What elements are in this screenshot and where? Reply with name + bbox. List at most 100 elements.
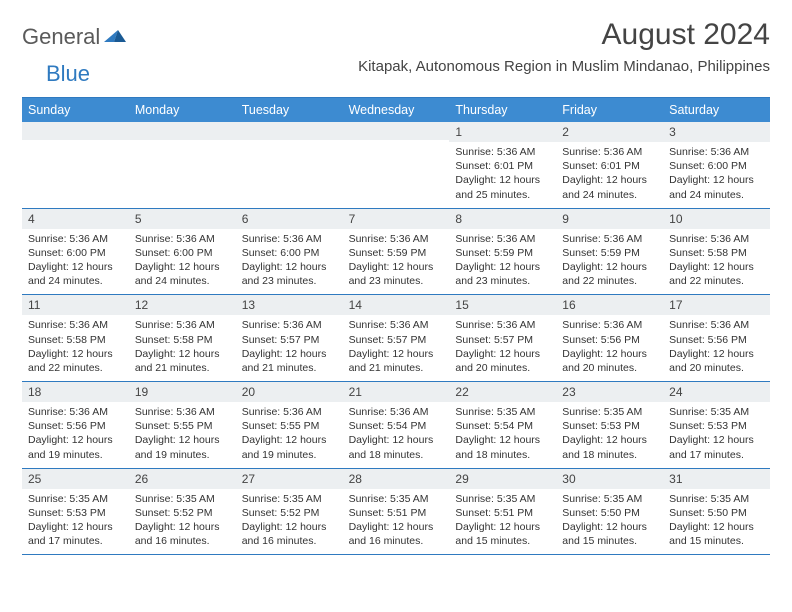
info-daylight2: and 23 minutes. — [242, 274, 337, 288]
day-cell: 24Sunrise: 5:35 AMSunset: 5:53 PMDayligh… — [663, 382, 770, 468]
info-daylight1: Daylight: 12 hours — [135, 433, 230, 447]
day-cell: 16Sunrise: 5:36 AMSunset: 5:56 PMDayligh… — [556, 295, 663, 381]
date-number: 28 — [343, 469, 450, 489]
info-sunrise: Sunrise: 5:36 AM — [455, 145, 550, 159]
info-sunset: Sunset: 5:57 PM — [349, 333, 444, 347]
info-daylight2: and 23 minutes. — [349, 274, 444, 288]
day-cell — [22, 122, 129, 208]
info-daylight1: Daylight: 12 hours — [242, 433, 337, 447]
day-info: Sunrise: 5:35 AMSunset: 5:52 PMDaylight:… — [236, 489, 343, 555]
info-sunrise: Sunrise: 5:36 AM — [455, 232, 550, 246]
date-number — [129, 122, 236, 140]
info-daylight2: and 21 minutes. — [242, 361, 337, 375]
day-info: Sunrise: 5:36 AMSunset: 6:00 PMDaylight:… — [129, 229, 236, 295]
info-daylight2: and 21 minutes. — [135, 361, 230, 375]
day-cell: 26Sunrise: 5:35 AMSunset: 5:52 PMDayligh… — [129, 469, 236, 555]
info-daylight1: Daylight: 12 hours — [562, 347, 657, 361]
info-daylight1: Daylight: 12 hours — [455, 260, 550, 274]
info-sunset: Sunset: 5:56 PM — [669, 333, 764, 347]
info-sunrise: Sunrise: 5:36 AM — [135, 405, 230, 419]
day-cell: 30Sunrise: 5:35 AMSunset: 5:50 PMDayligh… — [556, 469, 663, 555]
day-cell: 29Sunrise: 5:35 AMSunset: 5:51 PMDayligh… — [449, 469, 556, 555]
day-cell: 5Sunrise: 5:36 AMSunset: 6:00 PMDaylight… — [129, 209, 236, 295]
info-sunrise: Sunrise: 5:36 AM — [242, 318, 337, 332]
info-daylight2: and 21 minutes. — [349, 361, 444, 375]
date-number: 30 — [556, 469, 663, 489]
day-info — [343, 140, 450, 198]
info-daylight2: and 22 minutes. — [28, 361, 123, 375]
info-sunrise: Sunrise: 5:36 AM — [455, 318, 550, 332]
date-number: 16 — [556, 295, 663, 315]
info-daylight1: Daylight: 12 hours — [455, 347, 550, 361]
info-sunrise: Sunrise: 5:35 AM — [28, 492, 123, 506]
week-row: 4Sunrise: 5:36 AMSunset: 6:00 PMDaylight… — [22, 209, 770, 296]
info-sunset: Sunset: 5:52 PM — [135, 506, 230, 520]
date-number: 14 — [343, 295, 450, 315]
day-header-sunday: Sunday — [22, 98, 129, 122]
week-row: 1Sunrise: 5:36 AMSunset: 6:01 PMDaylight… — [22, 122, 770, 209]
day-header-monday: Monday — [129, 98, 236, 122]
date-number: 11 — [22, 295, 129, 315]
day-cell: 8Sunrise: 5:36 AMSunset: 5:59 PMDaylight… — [449, 209, 556, 295]
info-daylight1: Daylight: 12 hours — [455, 520, 550, 534]
day-cell — [343, 122, 450, 208]
day-cell: 25Sunrise: 5:35 AMSunset: 5:53 PMDayligh… — [22, 469, 129, 555]
day-info: Sunrise: 5:36 AMSunset: 5:58 PMDaylight:… — [22, 315, 129, 381]
day-info: Sunrise: 5:36 AMSunset: 6:00 PMDaylight:… — [236, 229, 343, 295]
info-sunrise: Sunrise: 5:35 AM — [455, 405, 550, 419]
day-header-friday: Friday — [556, 98, 663, 122]
info-daylight2: and 23 minutes. — [455, 274, 550, 288]
info-daylight2: and 15 minutes. — [562, 534, 657, 548]
day-cell: 9Sunrise: 5:36 AMSunset: 5:59 PMDaylight… — [556, 209, 663, 295]
date-number: 26 — [129, 469, 236, 489]
day-cell: 19 Sunrise: 5:36 AMSunset: 5:55 PMDayligh… — [129, 382, 236, 468]
week-row: 18Sunrise: 5:36 AMSunset: 5:56 PMDayligh… — [22, 382, 770, 469]
date-number: 5 — [129, 209, 236, 229]
month-title: August 2024 — [358, 18, 770, 52]
info-daylight1: Daylight: 12 hours — [349, 520, 444, 534]
date-number: 22 — [449, 382, 556, 402]
date-number: 17 — [663, 295, 770, 315]
info-daylight2: and 20 minutes. — [669, 361, 764, 375]
date-number: 19 — [129, 382, 236, 402]
date-number: 7 — [343, 209, 450, 229]
info-sunset: Sunset: 6:01 PM — [455, 159, 550, 173]
day-info: Sunrise: 5:36 AMSunset: 5:59 PMDaylight:… — [556, 229, 663, 295]
info-daylight1: Daylight: 12 hours — [28, 433, 123, 447]
day-cell: 17Sunrise: 5:36 AMSunset: 5:56 PMDayligh… — [663, 295, 770, 381]
date-number: 21 — [343, 382, 450, 402]
date-number: 3 — [663, 122, 770, 142]
info-sunset: Sunset: 5:59 PM — [349, 246, 444, 260]
info-daylight2: and 20 minutes. — [455, 361, 550, 375]
logo-arrow-icon — [104, 26, 126, 49]
day-cell: 18Sunrise: 5:36 AMSunset: 5:56 PMDayligh… — [22, 382, 129, 468]
info-sunrise: Sunrise: 5:35 AM — [669, 492, 764, 506]
day-info — [22, 140, 129, 198]
info-sunset: Sunset: 6:01 PM — [562, 159, 657, 173]
day-info: Sunrise: 5:36 AMSunset: 5:58 PMDaylight:… — [663, 229, 770, 295]
info-daylight1: Daylight: 12 hours — [28, 347, 123, 361]
info-sunset: Sunset: 5:56 PM — [28, 419, 123, 433]
info-daylight1: Daylight: 12 hours — [135, 520, 230, 534]
info-sunrise: Sunrise: 5:36 AM — [242, 232, 337, 246]
date-number: 9 — [556, 209, 663, 229]
week-row: 25Sunrise: 5:35 AMSunset: 5:53 PMDayligh… — [22, 469, 770, 556]
info-sunset: Sunset: 5:57 PM — [455, 333, 550, 347]
info-daylight2: and 19 minutes. — [28, 448, 123, 462]
info-daylight2: and 18 minutes. — [562, 448, 657, 462]
info-sunset: Sunset: 5:50 PM — [669, 506, 764, 520]
date-number: 4 — [22, 209, 129, 229]
date-number: 27 — [236, 469, 343, 489]
info-daylight2: and 19 minutes. — [135, 448, 230, 462]
info-daylight1: Daylight: 12 hours — [242, 347, 337, 361]
info-daylight2: and 24 minutes. — [669, 188, 764, 202]
info-sunrise: Sunrise: 5:35 AM — [562, 492, 657, 506]
info-sunset: Sunset: 5:55 PM — [135, 419, 230, 433]
info-sunset: Sunset: 5:55 PM — [242, 419, 337, 433]
info-daylight1: Daylight: 12 hours — [669, 347, 764, 361]
day-cell: 22Sunrise: 5:35 AMSunset: 5:54 PMDayligh… — [449, 382, 556, 468]
day-info: Sunrise: 5:35 AMSunset: 5:50 PMDaylight:… — [556, 489, 663, 555]
day-header-row: Sunday Monday Tuesday Wednesday Thursday… — [22, 98, 770, 122]
info-daylight2: and 17 minutes. — [28, 534, 123, 548]
info-daylight2: and 22 minutes. — [562, 274, 657, 288]
